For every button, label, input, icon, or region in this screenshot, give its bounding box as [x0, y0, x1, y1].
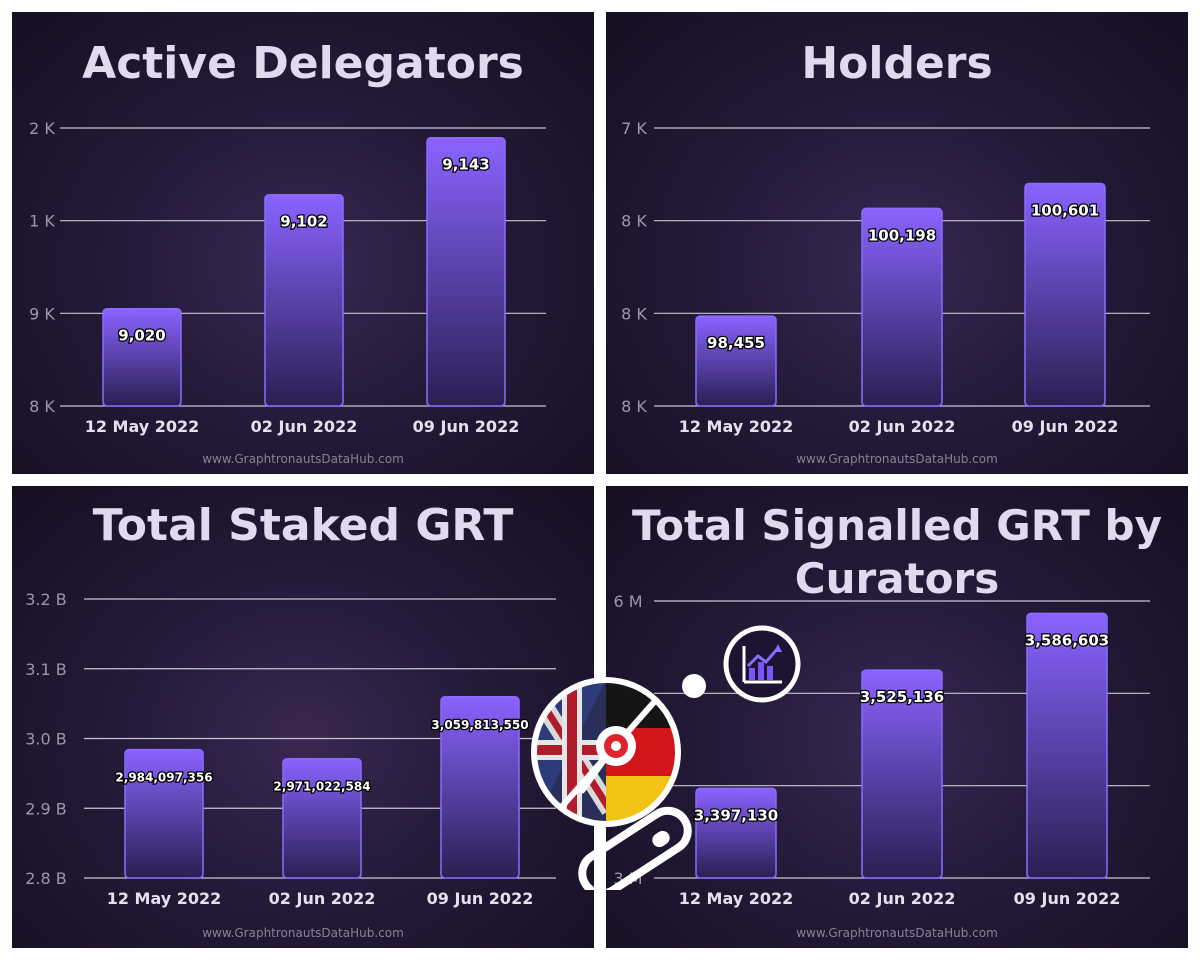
y-tick-label: 1 K	[29, 212, 55, 231]
category-label: 12 May 2022	[107, 889, 222, 908]
chart-plot: 2 K 1 K 9 K 8 K 9,020 12 May 2022 9,102 02 Jun …	[29, 119, 546, 436]
bar	[695, 315, 777, 407]
chart-panel-total-signalled-grt: Total Signalled GRT by Curators 6 M 3 M 3,…	[606, 486, 1188, 948]
y-tick-label: 6 M	[613, 592, 642, 611]
bar-value-label: 3,525,136	[860, 688, 944, 706]
bar-value-label: 3,059,813,550	[431, 718, 528, 732]
y-tick-label: 9 K	[29, 304, 55, 323]
category-label: 09 Jun 2022	[427, 889, 534, 908]
bar	[426, 136, 506, 407]
y-tick-label: 3 M	[613, 869, 642, 888]
bar	[861, 207, 943, 407]
chart-title: Holders	[801, 38, 993, 89]
chart-title: Total Staked GRT	[92, 500, 514, 551]
chart-title: Total Signalled GRT by Curators	[632, 501, 1162, 603]
y-tick-label: 3.0 B	[25, 730, 67, 749]
watermark: www.GraphtronautsDataHub.com	[796, 926, 998, 940]
watermark: www.GraphtronautsDataHub.com	[202, 452, 404, 466]
bar-value-label: 9,020	[118, 327, 165, 345]
bar	[440, 696, 520, 879]
category-label: 02 Jun 2022	[849, 889, 956, 908]
y-tick-label: 8 K	[621, 212, 647, 231]
category-label: 02 Jun 2022	[251, 417, 358, 436]
y-tick-label: 2.9 B	[25, 799, 67, 818]
bar-value-label: 100,601	[1031, 202, 1099, 220]
category-label: 12 May 2022	[85, 417, 200, 436]
y-tick-label: 8 K	[621, 397, 647, 416]
y-tick-label: 8 K	[621, 304, 647, 323]
bar	[861, 669, 943, 879]
category-label: 09 Jun 2022	[1012, 417, 1119, 436]
bar	[124, 748, 204, 879]
chart-panel-holders: Holders 7 K 8 K 8 K 8 K 98,455 12 May 2022 100…	[606, 12, 1188, 474]
category-label: 02 Jun 2022	[849, 417, 956, 436]
bar	[1024, 182, 1106, 407]
bar-value-label: 2,971,022,584	[273, 780, 370, 794]
bar-value-label: 9,143	[442, 156, 489, 174]
y-tick-label: 2.8 B	[25, 869, 67, 888]
y-tick-label: 3.1 B	[25, 660, 67, 679]
bar	[264, 193, 344, 407]
bar	[282, 757, 362, 879]
y-tick-label: 8 K	[29, 397, 55, 416]
bar-value-label: 3,586,603	[1025, 631, 1109, 649]
chart-title: Active Delegators	[82, 38, 524, 89]
bar	[695, 787, 777, 879]
bar-value-label: 98,455	[707, 334, 765, 352]
chart-panel-active-delegators: Active Delegators 2 K 1 K 9 K 8 K 9,020 12 Ma…	[12, 12, 594, 474]
category-label: 09 Jun 2022	[1014, 889, 1121, 908]
bar-value-label: 3,397,130	[694, 806, 778, 824]
bar-value-label: 9,102	[280, 213, 327, 231]
bar-value-label: 100,198	[868, 226, 936, 244]
category-label: 12 May 2022	[679, 417, 794, 436]
category-label: 12 May 2022	[679, 889, 794, 908]
chart-panel-total-staked-grt: Total Staked GRT 3.2 B 3.1 B 3.0 B 2.9 B 2.8…	[12, 486, 594, 948]
category-label: 09 Jun 2022	[413, 417, 520, 436]
y-tick-label: 3.2 B	[25, 590, 67, 609]
bar	[1026, 612, 1108, 879]
watermark: www.GraphtronautsDataHub.com	[202, 926, 404, 940]
bar	[102, 307, 182, 407]
bar-value-label: 2,984,097,356	[115, 771, 212, 785]
chart-plot: 3.2 B 3.1 B 3.0 B 2.9 B 2.8 B 2,984,097,356 12…	[25, 590, 556, 908]
category-label: 02 Jun 2022	[269, 889, 376, 908]
chart-plot: 6 M 3 M 3,397,130 12 May 2022 3,525,136 02 Ju…	[613, 592, 1150, 908]
y-tick-label: 7 K	[621, 119, 647, 138]
chart-plot: 7 K 8 K 8 K 8 K 98,455 12 May 2022 100,198 02 J…	[621, 119, 1150, 436]
watermark: www.GraphtronautsDataHub.com	[796, 452, 998, 466]
y-tick-label: 2 K	[29, 119, 55, 138]
